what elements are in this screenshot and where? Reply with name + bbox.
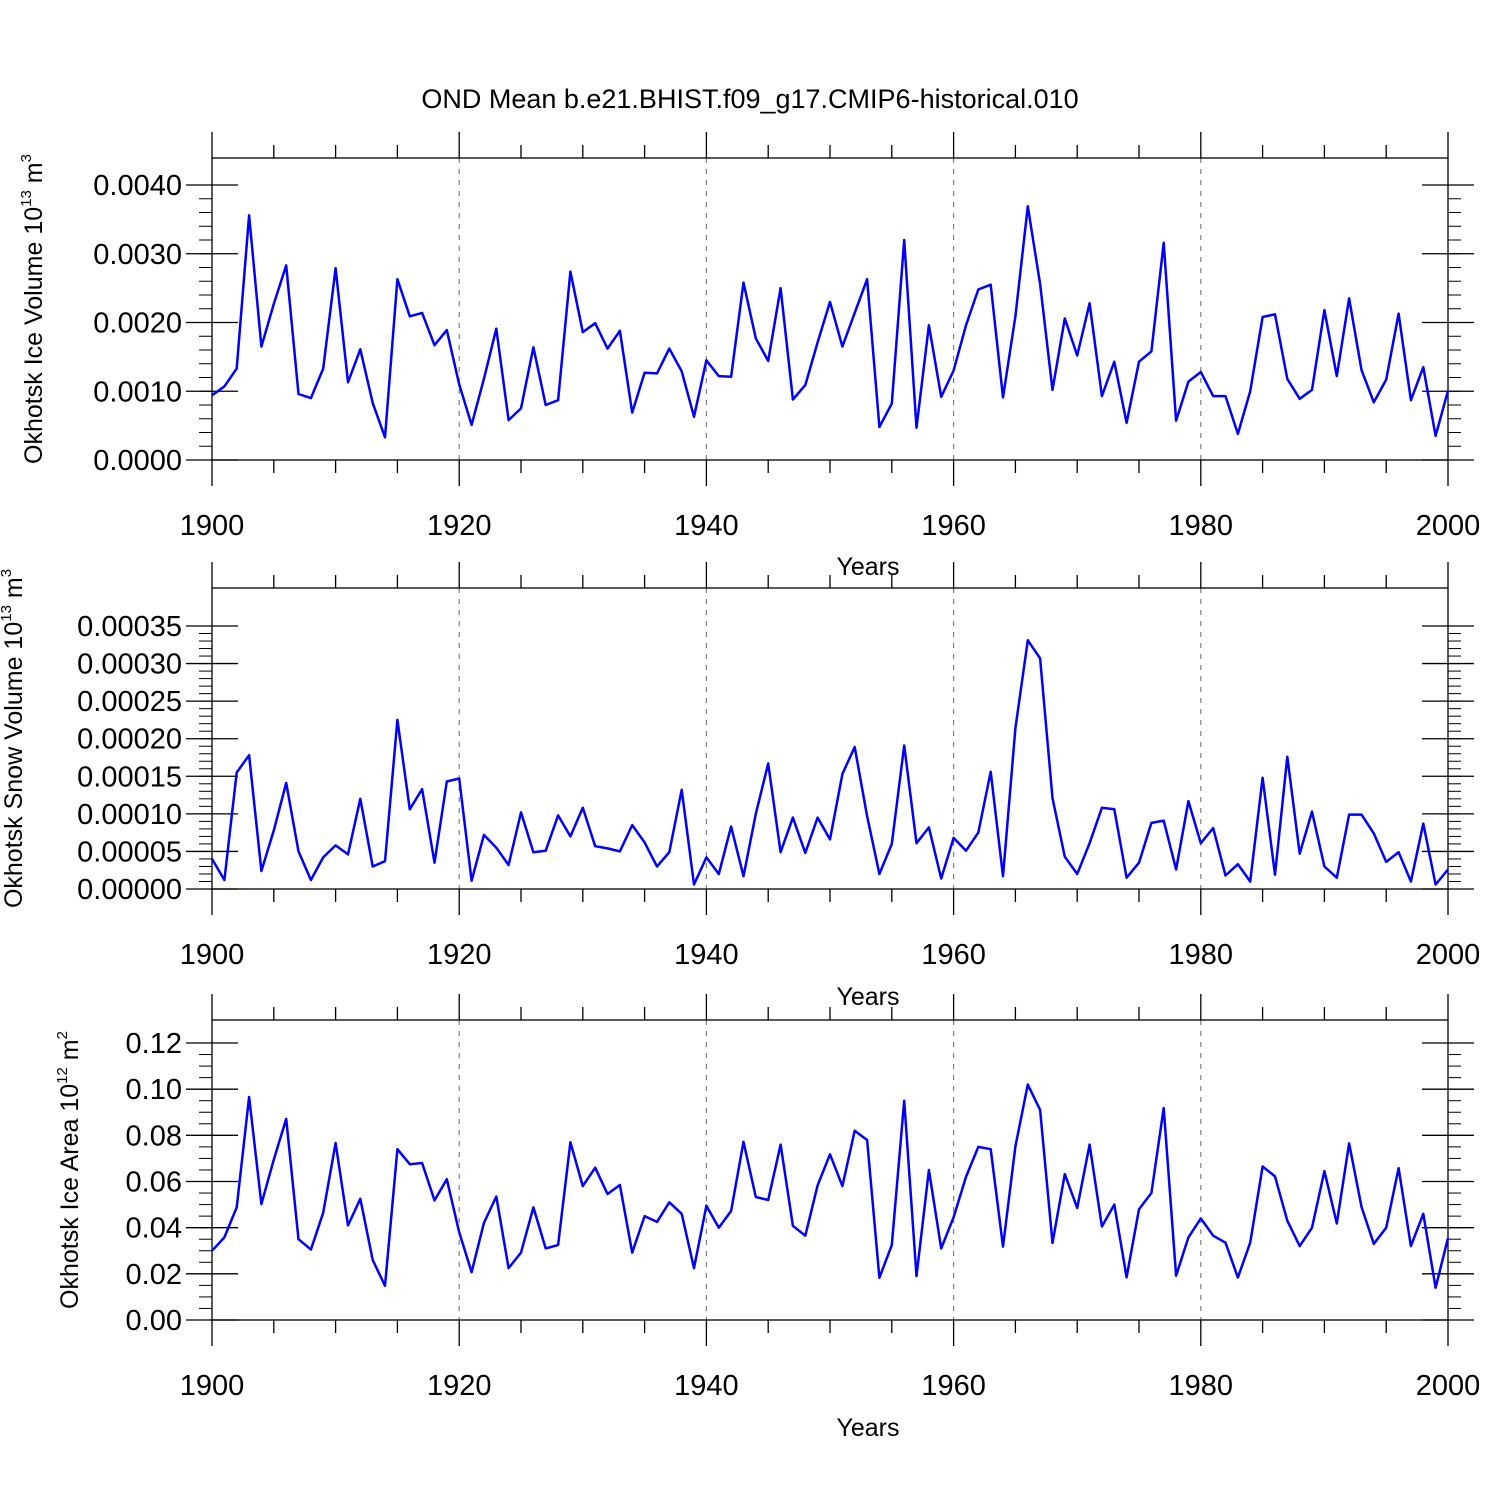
panel-ice-volume: 1900 1920 1940 1960 1980 2000 0.0000 0.0010 0.00… bbox=[18, 132, 1480, 581]
y-tick-label: 0.00030 bbox=[77, 649, 182, 681]
x-tick-label: 1980 bbox=[1169, 510, 1234, 542]
y-tick-label: 0.00005 bbox=[77, 836, 182, 868]
y-tick-label: 0.02 bbox=[126, 1259, 182, 1291]
x-tick-label: 2000 bbox=[1416, 939, 1481, 971]
y-axis-label: Okhotsk Ice Volume 1013 m3 bbox=[18, 154, 48, 464]
x-tick-label: 1960 bbox=[921, 510, 986, 542]
y-tick-label: 0.00 bbox=[126, 1305, 182, 1337]
x-tick-label: 1900 bbox=[180, 510, 245, 542]
y-tick-label: 0.12 bbox=[126, 1028, 182, 1060]
y-axis-label-text: Okhotsk Snow Volume 10 bbox=[0, 622, 28, 908]
x-axis-label: Years bbox=[836, 553, 899, 581]
x-tick-label: 1960 bbox=[921, 1370, 986, 1402]
y-axis-label: Okhotsk Snow Volume 1013 m3 bbox=[0, 569, 28, 908]
x-tick-label: 1920 bbox=[427, 1370, 492, 1402]
y-tick-label: 0.00015 bbox=[77, 761, 182, 793]
x-tick-label: 1900 bbox=[180, 1370, 245, 1402]
y-axis-label-exponent: 13 bbox=[18, 190, 35, 207]
y-axis-label-unit: m bbox=[0, 577, 28, 605]
x-tick-label: 1940 bbox=[674, 510, 739, 542]
x-tick-label: 2000 bbox=[1416, 1370, 1481, 1402]
y-tick-label: 0.00025 bbox=[77, 686, 182, 718]
y-tick-label: 0.00010 bbox=[77, 799, 182, 831]
y-axis-label-unit: m bbox=[20, 162, 48, 190]
y-axis-label-unit-exponent: 3 bbox=[18, 154, 35, 162]
y-axis-label-exponent: 13 bbox=[0, 605, 15, 622]
x-tick-label: 1940 bbox=[674, 1370, 739, 1402]
series-line bbox=[210, 639, 1449, 886]
y-axis-label-text: Okhotsk Ice Volume 10 bbox=[20, 207, 48, 464]
panel-snow-volume: 1900 1920 1940 1960 1980 2000 0.00000 0.00005 0.… bbox=[0, 562, 1480, 1011]
y-tick-label: 0.0030 bbox=[93, 239, 182, 271]
panel-ice-area: 1900 1920 1940 1960 1980 2000 0.00 0.02 0.04 0.06… bbox=[54, 994, 1480, 1442]
figure-title: OND Mean b.e21.BHIST.f09_g17.CMIP6-histo… bbox=[421, 84, 1078, 114]
series-line bbox=[211, 205, 1450, 439]
y-tick-label: 0.0000 bbox=[93, 445, 182, 477]
y-axis-label: Okhotsk Ice Area 1012 m2 bbox=[54, 1031, 84, 1309]
x-tick-label: 1920 bbox=[427, 510, 492, 542]
y-axis-label-text: Okhotsk Ice Area 10 bbox=[56, 1084, 84, 1309]
x-axis-label: Years bbox=[836, 983, 899, 1011]
x-tick-label: 1900 bbox=[180, 939, 245, 971]
y-tick-label: 0.06 bbox=[126, 1167, 182, 1199]
x-tick-label: 2000 bbox=[1416, 510, 1481, 542]
x-tick-label: 1980 bbox=[1169, 939, 1234, 971]
y-axis-label-unit: m bbox=[56, 1039, 84, 1067]
y-axis-label-unit-exponent: 2 bbox=[54, 1031, 71, 1039]
x-axis-label: Years bbox=[836, 1414, 899, 1442]
series-line bbox=[211, 1083, 1450, 1289]
y-tick-label: 0.00035 bbox=[77, 611, 182, 643]
y-axis-label-exponent: 12 bbox=[54, 1067, 71, 1084]
x-tick-label: 1960 bbox=[921, 939, 986, 971]
y-tick-label: 0.0040 bbox=[93, 170, 182, 202]
panels: 1900 1920 1940 1960 1980 2000 0.0000 0.0010 0.00… bbox=[0, 132, 1480, 1442]
y-axis-label-unit-exponent: 3 bbox=[0, 569, 15, 577]
x-tick-label: 1980 bbox=[1169, 1370, 1234, 1402]
y-tick-label: 0.10 bbox=[126, 1074, 182, 1106]
y-tick-label: 0.00000 bbox=[77, 874, 182, 906]
x-tick-label: 1920 bbox=[427, 939, 492, 971]
y-tick-label: 0.04 bbox=[126, 1213, 182, 1245]
y-tick-label: 0.00020 bbox=[77, 724, 182, 756]
y-tick-label: 0.08 bbox=[126, 1120, 182, 1152]
y-tick-label: 0.0020 bbox=[93, 308, 182, 340]
x-tick-label: 1940 bbox=[674, 939, 739, 971]
y-tick-label: 0.0010 bbox=[93, 376, 182, 408]
